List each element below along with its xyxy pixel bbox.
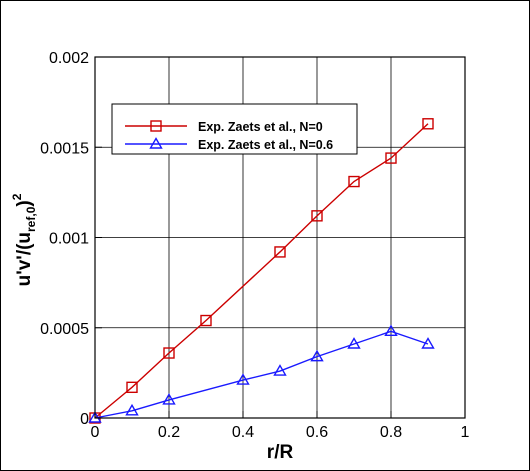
legend: Exp. Zaets et al., N=0 Exp. Zaets et al.… — [111, 103, 358, 155]
series-0-point-1 — [126, 381, 138, 394]
legend-box — [111, 103, 358, 155]
series-0-point-2 — [163, 347, 175, 359]
series-1-point-4 — [273, 364, 287, 376]
x-tick-label-4: 0.8 — [380, 424, 402, 441]
y-axis-title-main: u'v'/(u — [14, 232, 35, 286]
y-axis-title-subscript: ref,0 — [24, 206, 38, 232]
series-layer — [88, 118, 435, 424]
x-tick-label-3: 0.6 — [306, 424, 328, 441]
y-axis-title: u'v'/(uref,0)2 — [10, 193, 38, 286]
legend-label-0: Exp. Zaets et al., N=0 — [198, 120, 323, 134]
y-axis-title-superscript: 2 — [10, 193, 24, 200]
legend-label-1: Exp. Zaets et al., N=0.6 — [198, 138, 333, 152]
x-tick-label-1: 0.2 — [158, 424, 180, 441]
x-tick-label-2: 0.4 — [232, 424, 254, 441]
legend-entry-1: Exp. Zaets et al., N=0.6 — [125, 137, 333, 152]
series-1-point-2 — [162, 393, 176, 405]
legend-marker-1 — [149, 137, 163, 149]
series-0-point-8 — [422, 118, 434, 130]
y-tick-label-4: 0.002 — [49, 50, 89, 67]
series-1-point-6 — [347, 337, 361, 349]
series-1-point-1 — [125, 403, 139, 416]
series-0-point-4 — [274, 246, 286, 258]
series-0-point-3 — [200, 314, 212, 327]
x-axis-title: r/R — [267, 442, 294, 463]
series-1-point-7 — [384, 324, 398, 337]
ticks: 0 0.2 0.4 0.6 0.8 1 0 0.0005 0.001 0.0015 0.002 — [40, 50, 469, 441]
legend-marker-0 — [150, 120, 162, 132]
series-1 — [88, 324, 435, 423]
y-tick-label-1: 0.0005 — [40, 321, 89, 338]
series-0 — [89, 118, 434, 424]
svg-text:u'v'/(uref,0)2: u'v'/(uref,0)2 — [10, 193, 38, 286]
series-0-point-6 — [348, 175, 360, 188]
series-1-point-0 — [88, 411, 102, 423]
y-tick-label-2: 0.001 — [49, 231, 89, 248]
x-tick-label-5: 1 — [461, 424, 470, 441]
series-0-point-5 — [311, 210, 323, 222]
series-line-0 — [94, 123, 429, 419]
y-tick-label-3: 0.0015 — [40, 140, 89, 157]
legend-entry-0: Exp. Zaets et al., N=0 — [125, 120, 323, 134]
series-1-point-5 — [310, 349, 324, 362]
series-0-point-7 — [385, 152, 397, 164]
series-1-point-3 — [236, 373, 250, 385]
y-axis-title-close: ) — [14, 200, 35, 206]
series-1-point-8 — [421, 337, 435, 349]
x-tick-label-0: 0 — [91, 424, 100, 441]
series-line-1 — [94, 330, 429, 419]
y-tick-label-0: 0 — [80, 411, 89, 428]
